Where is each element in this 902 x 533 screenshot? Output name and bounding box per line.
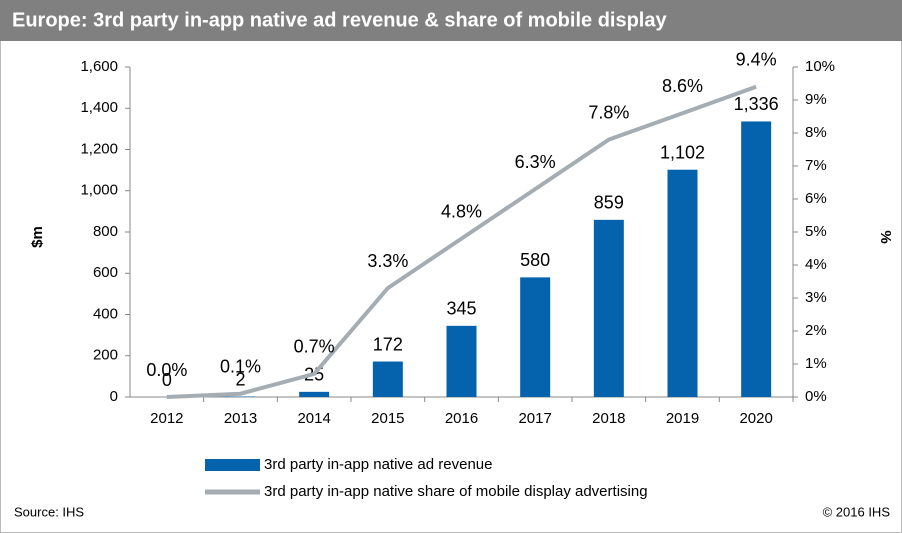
y2-tick-label: 9% <box>805 91 827 108</box>
y-tick-label: 1,600 <box>80 58 118 75</box>
line-value-label: 9.4% <box>736 50 777 70</box>
legend-label: 3rd party in-app native ad revenue <box>264 456 492 473</box>
legend-swatch <box>205 459 260 471</box>
bar-value-label: 1,102 <box>660 142 705 162</box>
y-tick-label: 400 <box>93 305 118 322</box>
y-tick-label: 0 <box>110 388 118 405</box>
y2-tick-label: 4% <box>805 256 827 273</box>
y-tick-label: 600 <box>93 264 118 281</box>
x-tick-label: 2013 <box>224 410 257 427</box>
y-tick-label: 1,000 <box>80 182 118 199</box>
bar <box>593 219 624 397</box>
bar-value-label: 1,336 <box>734 94 779 114</box>
y-axis-label: $m <box>29 226 46 248</box>
y2-tick-label: 8% <box>805 124 827 141</box>
y2-tick-label: 3% <box>805 289 827 306</box>
x-tick-label: 2017 <box>518 410 551 427</box>
line-value-label: 0.1% <box>220 356 261 376</box>
line-value-label: 6.3% <box>515 152 556 172</box>
x-tick-label: 2012 <box>150 410 183 427</box>
x-tick-label: 2020 <box>739 410 772 427</box>
source: Source: IHS <box>14 504 84 519</box>
bar-value-label: 345 <box>446 299 476 319</box>
y2-tick-label: 5% <box>805 223 827 240</box>
y2-tick-label: 1% <box>805 355 827 372</box>
bar <box>667 169 698 397</box>
x-tick-label: 2019 <box>666 410 699 427</box>
bar-value-label: 2 <box>235 369 245 389</box>
y-tick-label: 1,400 <box>80 99 118 116</box>
y2-axis-label: % <box>877 230 894 243</box>
line-value-label: 0.0% <box>146 360 187 380</box>
y-tick-label: 1,200 <box>80 140 118 157</box>
y2-tick-label: 10% <box>805 58 835 75</box>
line-value-label: 7.8% <box>588 102 629 122</box>
y-tick-label: 200 <box>93 347 118 364</box>
copyright: © 2016 IHS <box>823 504 891 519</box>
y2-tick-label: 0% <box>805 388 827 405</box>
bar-value-label: 859 <box>594 193 624 213</box>
x-tick-label: 2014 <box>297 410 330 427</box>
bar <box>372 361 403 397</box>
bar <box>741 121 772 397</box>
bar-value-label: 172 <box>373 334 403 354</box>
bar <box>446 325 477 397</box>
bar <box>520 277 551 397</box>
x-tick-label: 2016 <box>445 410 478 427</box>
line <box>166 84 757 399</box>
bar-value-label: 0 <box>162 370 172 390</box>
y2-tick-label: 2% <box>805 322 827 339</box>
chart-title: Europe: 3rd party in-app native ad reven… <box>12 9 667 31</box>
line-value-label: 8.6% <box>662 76 703 96</box>
x-tick-label: 2015 <box>371 410 404 427</box>
line-value-label: 0.7% <box>294 337 335 357</box>
title-bar <box>0 0 902 41</box>
line-value-label: 4.8% <box>441 201 482 221</box>
y2-tick-label: 7% <box>805 157 827 174</box>
line-value-label: 3.3% <box>367 251 408 271</box>
legend-label: 3rd party in-app native share of mobile … <box>264 483 648 500</box>
y-tick-label: 800 <box>93 223 118 240</box>
bar <box>299 391 330 397</box>
bar-value-label: 580 <box>520 250 550 270</box>
y2-tick-label: 6% <box>805 190 827 207</box>
x-tick-label: 2018 <box>592 410 625 427</box>
